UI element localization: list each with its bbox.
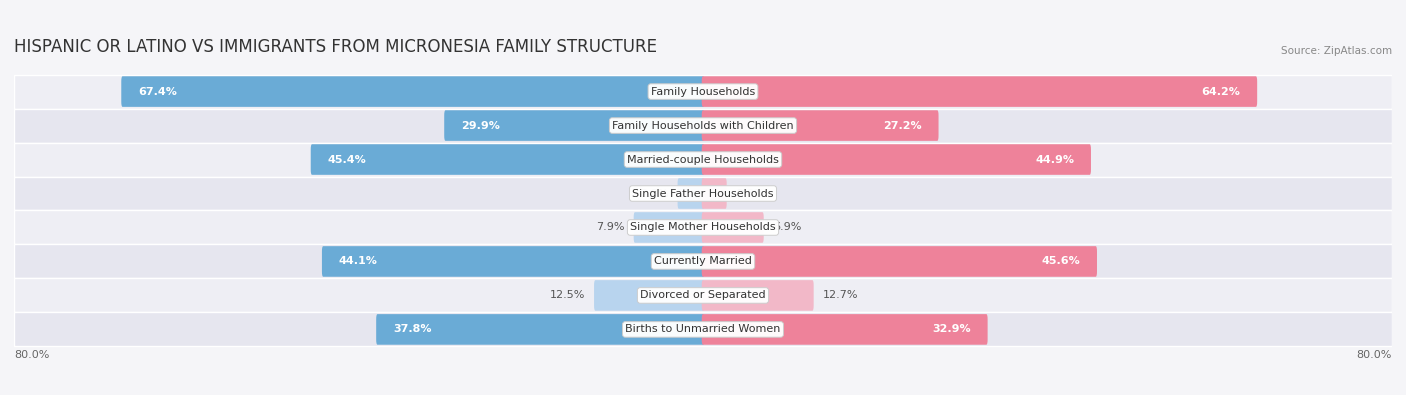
- FancyBboxPatch shape: [14, 75, 1392, 109]
- Text: 2.8%: 2.8%: [640, 188, 669, 199]
- FancyBboxPatch shape: [702, 144, 1091, 175]
- Text: 2.6%: 2.6%: [735, 188, 763, 199]
- FancyBboxPatch shape: [444, 110, 704, 141]
- Text: 44.1%: 44.1%: [339, 256, 378, 267]
- Text: 45.4%: 45.4%: [328, 154, 367, 165]
- Text: Family Households with Children: Family Households with Children: [612, 120, 794, 131]
- Text: 80.0%: 80.0%: [1357, 350, 1392, 360]
- FancyBboxPatch shape: [702, 76, 1257, 107]
- Text: 6.9%: 6.9%: [773, 222, 801, 233]
- FancyBboxPatch shape: [14, 312, 1392, 346]
- Text: 12.7%: 12.7%: [823, 290, 858, 301]
- FancyBboxPatch shape: [121, 76, 704, 107]
- Text: Married-couple Households: Married-couple Households: [627, 154, 779, 165]
- FancyBboxPatch shape: [702, 280, 814, 311]
- Text: Single Mother Households: Single Mother Households: [630, 222, 776, 233]
- Text: 27.2%: 27.2%: [883, 120, 922, 131]
- Text: 37.8%: 37.8%: [392, 324, 432, 335]
- FancyBboxPatch shape: [311, 144, 704, 175]
- FancyBboxPatch shape: [14, 211, 1392, 245]
- FancyBboxPatch shape: [14, 245, 1392, 278]
- Text: 45.6%: 45.6%: [1042, 256, 1080, 267]
- Text: 80.0%: 80.0%: [14, 350, 49, 360]
- FancyBboxPatch shape: [595, 280, 704, 311]
- FancyBboxPatch shape: [14, 278, 1392, 312]
- FancyBboxPatch shape: [377, 314, 704, 345]
- FancyBboxPatch shape: [322, 246, 704, 277]
- FancyBboxPatch shape: [702, 178, 727, 209]
- Text: 12.5%: 12.5%: [550, 290, 585, 301]
- Text: HISPANIC OR LATINO VS IMMIGRANTS FROM MICRONESIA FAMILY STRUCTURE: HISPANIC OR LATINO VS IMMIGRANTS FROM MI…: [14, 38, 657, 56]
- FancyBboxPatch shape: [702, 246, 1097, 277]
- FancyBboxPatch shape: [14, 177, 1392, 211]
- Text: Family Households: Family Households: [651, 87, 755, 96]
- Text: Births to Unmarried Women: Births to Unmarried Women: [626, 324, 780, 335]
- FancyBboxPatch shape: [702, 212, 763, 243]
- Text: Currently Married: Currently Married: [654, 256, 752, 267]
- FancyBboxPatch shape: [702, 314, 987, 345]
- Text: Single Father Households: Single Father Households: [633, 188, 773, 199]
- Text: 64.2%: 64.2%: [1202, 87, 1240, 96]
- Text: 29.9%: 29.9%: [461, 120, 501, 131]
- FancyBboxPatch shape: [678, 178, 704, 209]
- Text: 44.9%: 44.9%: [1035, 154, 1074, 165]
- Text: Source: ZipAtlas.com: Source: ZipAtlas.com: [1281, 46, 1392, 56]
- Text: 32.9%: 32.9%: [932, 324, 970, 335]
- FancyBboxPatch shape: [14, 109, 1392, 143]
- Text: 67.4%: 67.4%: [138, 87, 177, 96]
- FancyBboxPatch shape: [702, 110, 939, 141]
- FancyBboxPatch shape: [14, 143, 1392, 177]
- Text: 7.9%: 7.9%: [596, 222, 624, 233]
- FancyBboxPatch shape: [634, 212, 704, 243]
- Text: Divorced or Separated: Divorced or Separated: [640, 290, 766, 301]
